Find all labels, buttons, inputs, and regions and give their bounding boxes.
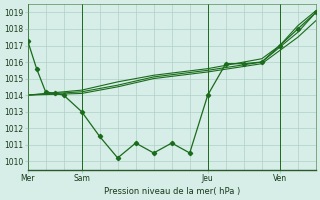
- X-axis label: Pression niveau de la mer( hPa ): Pression niveau de la mer( hPa ): [104, 187, 240, 196]
